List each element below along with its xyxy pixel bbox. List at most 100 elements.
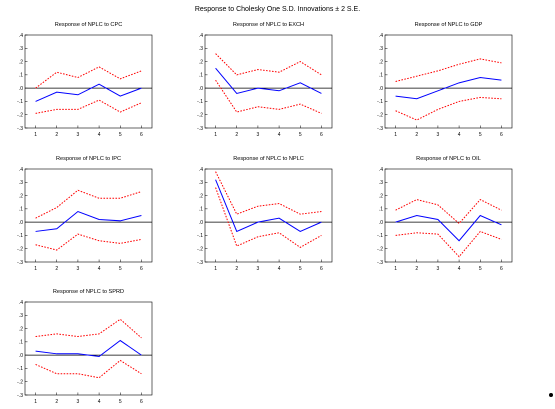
- corner-dot: [549, 393, 553, 397]
- y-tick-label: -.3: [377, 126, 383, 132]
- y-tick-label: .2: [379, 193, 383, 199]
- y-tick-label: .0: [19, 353, 23, 359]
- y-tick-label: -.2: [377, 247, 383, 253]
- band-upper-line: [35, 66, 142, 89]
- y-tick-label: -.2: [17, 113, 23, 119]
- y-tick-label: .0: [379, 220, 383, 226]
- x-tick-label: 2: [55, 266, 58, 272]
- x-tick-label: 4: [458, 266, 461, 272]
- y-tick-label: .1: [19, 73, 23, 79]
- y-tick-label: -.3: [17, 260, 23, 266]
- response-line: [215, 67, 322, 95]
- x-tick-label: 1: [34, 132, 37, 138]
- y-tick-label: .3: [199, 180, 203, 186]
- response-line: [35, 210, 142, 232]
- response-line: [35, 339, 142, 357]
- response-line: [395, 77, 502, 100]
- y-tick-label: -.1: [17, 366, 23, 372]
- plot-frame: [384, 168, 513, 263]
- panel-title: Response of NPLC to IPC: [56, 156, 121, 162]
- irf-panel: Response of NPLC to NPLC .4 .3 .2 .1 .0 -.1 -.2…: [197, 156, 333, 272]
- x-tick-label: 4: [458, 132, 461, 138]
- panel-title: Response of NPLC to NPLC: [233, 156, 304, 162]
- y-tick-label: -.3: [17, 393, 23, 399]
- response-line: [35, 83, 142, 102]
- y-tick-label: -.2: [197, 113, 203, 119]
- y-tick-label: .0: [379, 86, 383, 92]
- x-tick-label: 5: [299, 132, 302, 138]
- y-tick-label: .1: [379, 73, 383, 79]
- x-tick-label: 1: [34, 399, 37, 405]
- x-tick-label: 5: [119, 266, 122, 272]
- band-upper-line: [215, 171, 322, 215]
- x-tick-label: 1: [214, 266, 217, 272]
- x-tick-label: 4: [98, 132, 101, 138]
- y-tick-label: .2: [199, 59, 203, 65]
- irf-panel: Response of NPLC to EXCH .4 .3 .2 .1 .0 -.1 -.2…: [197, 22, 333, 138]
- y-tick-label: .1: [199, 73, 203, 79]
- panel-title: Response of NPLC to EXCH: [233, 22, 304, 28]
- y-tick-label: .3: [19, 180, 23, 186]
- y-tick-label: .4: [199, 167, 203, 173]
- x-tick-label: 1: [394, 266, 397, 272]
- band-upper-line: [395, 58, 502, 82]
- y-tick-label: .1: [19, 207, 23, 213]
- x-tick-label: 2: [55, 399, 58, 405]
- y-tick-label: .3: [379, 46, 383, 52]
- x-tick-label: 4: [278, 132, 281, 138]
- band-lower-line: [35, 99, 142, 114]
- x-tick-label: 2: [55, 132, 58, 138]
- y-tick-label: .1: [379, 207, 383, 213]
- plot-frame: [204, 34, 333, 129]
- x-tick-label: 3: [77, 266, 80, 272]
- y-tick-label: .0: [199, 220, 203, 226]
- y-tick-label: -.3: [197, 126, 203, 132]
- x-tick-label: 4: [98, 266, 101, 272]
- y-tick-label: .2: [19, 326, 23, 332]
- y-tick-label: .2: [379, 59, 383, 65]
- x-tick-label: 2: [235, 132, 238, 138]
- x-tick-label: 5: [479, 132, 482, 138]
- y-tick-label: .3: [19, 46, 23, 52]
- panel-title: Response of NPLC to SPRD: [53, 289, 124, 295]
- x-tick-label: 4: [98, 399, 101, 405]
- y-tick-label: .0: [19, 86, 23, 92]
- y-tick-label: -.1: [197, 233, 203, 239]
- y-tick-label: -.2: [377, 113, 383, 119]
- y-tick-label: .4: [19, 167, 23, 173]
- y-tick-label: .2: [19, 59, 23, 65]
- y-tick-label: -.1: [197, 99, 203, 105]
- x-tick-label: 1: [394, 132, 397, 138]
- y-tick-label: -.2: [197, 247, 203, 253]
- y-tick-label: .1: [199, 207, 203, 213]
- band-lower-line: [395, 96, 502, 121]
- plot-frame: [24, 34, 153, 129]
- irf-panel: Response of NPLC to OIL .4 .3 .2 .1 .0 -.1 -.2 -…: [377, 156, 513, 272]
- y-tick-label: -.3: [377, 260, 383, 266]
- x-tick-label: 3: [77, 399, 80, 405]
- y-tick-label: .4: [199, 33, 203, 39]
- x-tick-label: 2: [415, 132, 418, 138]
- x-tick-label: 5: [479, 266, 482, 272]
- main-title: Response to Cholesky One S.D. Innovation…: [194, 6, 361, 13]
- irf-panel: Response of NPLC to IPC .4 .3 .2 .1 .0 -.1 -.2 -…: [17, 156, 153, 272]
- y-tick-label: .0: [19, 220, 23, 226]
- x-tick-label: 5: [119, 132, 122, 138]
- y-tick-label: .0: [199, 86, 203, 92]
- x-tick-label: 3: [437, 132, 440, 138]
- y-tick-label: -.2: [17, 247, 23, 253]
- plot-frame: [24, 301, 153, 396]
- plot-frame: [204, 168, 333, 263]
- y-tick-label: -.1: [377, 233, 383, 239]
- x-tick-label: 3: [257, 266, 260, 272]
- y-tick-label: -.3: [17, 126, 23, 132]
- x-tick-label: 6: [320, 266, 323, 272]
- irf-panel: Response of NPLC to CPC .4 .3 .2 .1 .0 -.1 -.2 -…: [17, 22, 153, 138]
- y-tick-label: -.1: [377, 99, 383, 105]
- x-tick-label: 3: [257, 132, 260, 138]
- x-tick-label: 2: [235, 266, 238, 272]
- y-tick-label: -.3: [197, 260, 203, 266]
- y-tick-label: -.1: [17, 233, 23, 239]
- band-upper-line: [35, 189, 142, 219]
- band-upper-line: [395, 198, 502, 225]
